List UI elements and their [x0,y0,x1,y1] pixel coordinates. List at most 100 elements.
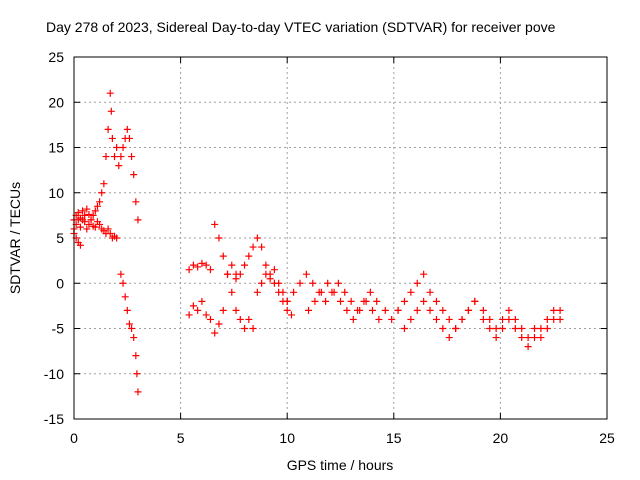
data-point [128,153,136,161]
data-point [445,315,453,323]
data-point [330,288,338,296]
data-point [537,334,545,342]
data-point [486,315,494,323]
x-tick-label: 25 [599,430,615,446]
data-point [206,315,214,323]
data-point [232,275,240,283]
data-point [253,288,261,296]
data-point [266,275,274,283]
data-point [324,279,332,287]
data-point [511,325,519,332]
data-point [249,325,257,332]
x-tick-label: 15 [386,430,402,446]
data-point [373,297,381,305]
data-point [349,315,357,323]
data-point [524,334,532,342]
data-point [283,306,291,314]
data-point [121,293,129,301]
data-point [531,325,539,332]
data-point [381,306,389,314]
data-point [341,288,349,296]
data-point [317,288,325,296]
data-point [283,297,291,305]
x-tick-label: 10 [279,430,295,446]
data-point [89,211,97,219]
data-point [258,279,266,287]
y-tick-label: 0 [56,275,64,291]
data-point [309,279,317,287]
data-point [499,325,507,332]
data-point [100,180,108,188]
data-point [343,306,351,314]
data-point [123,306,131,314]
data-point [98,189,106,197]
data-point [492,325,500,332]
data-point [104,125,112,133]
data-point [189,302,197,310]
data-point [290,288,298,296]
data-point [543,315,551,323]
data-point [287,311,295,319]
data-point [91,223,99,231]
data-point [464,306,472,314]
data-point [132,352,140,360]
data-point [279,288,287,296]
data-point [471,297,479,305]
data-point [492,334,500,342]
data-point [262,270,270,278]
data-point [452,325,460,332]
data-point [211,220,219,228]
data-point [302,270,310,278]
data-point [119,279,127,287]
data-point [407,288,415,296]
data-point [125,134,133,142]
data-point [322,297,330,305]
y-axis-label: SDTVAR / TECUs [7,182,23,294]
data-point [543,325,551,332]
data-point [366,288,374,296]
data-point [505,315,513,323]
data-point [202,311,210,319]
data-point [96,220,104,228]
data-point [202,261,210,269]
data-point [420,270,428,278]
data-point [104,225,112,233]
axis-ticks: 0 5 10 15 20 25 25 20 15 10 5 0 -5 -10 -15 [44,49,615,446]
y-tick-label: 20 [48,94,64,110]
data-point [232,306,240,314]
data-point [432,297,440,305]
data-point [296,279,304,287]
data-point [241,261,249,269]
data-point [85,210,93,218]
data-point [362,297,370,305]
data-point [550,315,558,323]
data-point [206,266,214,274]
data-point [388,315,396,323]
data-point [413,306,421,314]
chart-title: Day 278 of 2023, Sidereal Day-to-day VTE… [46,19,556,35]
data-point [499,315,507,323]
data-point [305,306,313,314]
data-point [236,315,244,323]
data-point [479,315,487,323]
data-point [211,329,219,337]
data-point [518,325,526,332]
data-point [556,306,564,314]
data-point [270,266,278,274]
data-point [439,306,447,314]
data-point [107,107,115,115]
data-point [426,306,434,314]
data-point [394,306,402,314]
data-point [219,306,227,314]
data-point [426,288,434,296]
x-axis-label: GPS time / hours [287,457,394,473]
y-tick-label: 10 [48,185,64,201]
data-point [432,315,440,323]
data-point [368,306,376,314]
data-point [245,315,253,323]
data-point [93,202,101,210]
data-point [133,370,141,378]
data-point [511,315,519,323]
data-point [194,263,202,271]
data-point [76,223,84,231]
